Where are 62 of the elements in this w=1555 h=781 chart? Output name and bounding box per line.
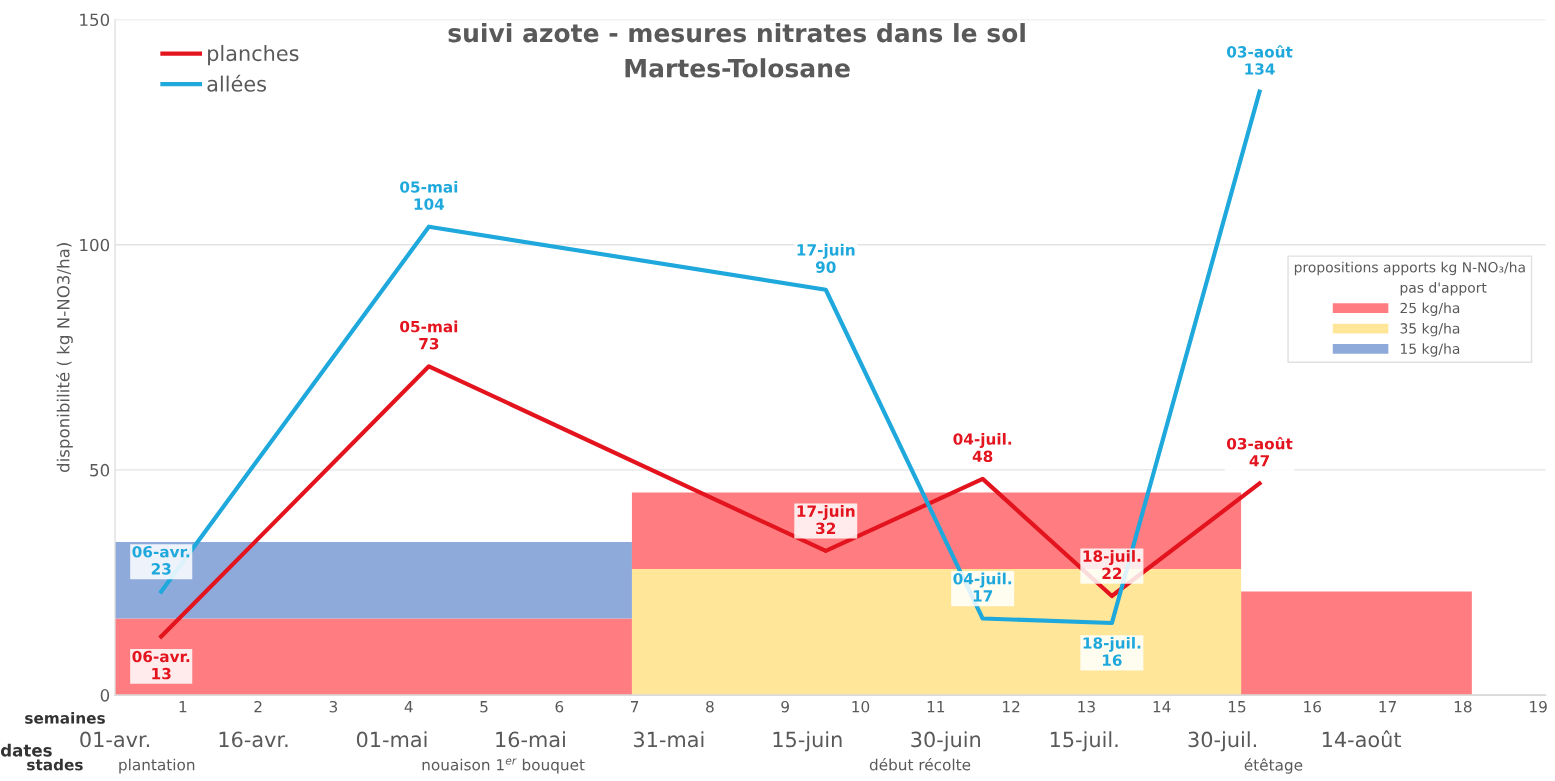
text: plantation: [119, 758, 195, 774]
x-axis-title: dates: [0, 743, 52, 757]
text: nouaison 1$^{er}$ bouquet: [422, 758, 585, 774]
data-label: 18-juil. 16: [1083, 636, 1141, 666]
x2-tick-label: 9: [781, 700, 789, 713]
data-label: 04-juil. 17: [953, 572, 1012, 602]
x2-tick-label: 14: [1153, 701, 1171, 713]
chart-title: suivi azote - mesures nitrates dans le sol: [448, 23, 1025, 43]
legend-title: propositions apports kg N-NO₃/ha: [1294, 261, 1525, 276]
data-label: 17-juin 90: [797, 243, 855, 273]
y-tick-label: 0: [100, 689, 110, 702]
x2-tick-label: 3: [329, 700, 338, 713]
x-tick-label: 15-juin: [773, 731, 842, 752]
x2-tick-label: 11: [927, 701, 945, 713]
legend-label: 35 kg/ha: [1400, 322, 1460, 337]
x-tick-label: 01-mai: [356, 731, 427, 748]
x-tick-label: 31-mai: [634, 731, 704, 748]
x2-tick-label: 17: [1379, 701, 1396, 713]
x2-tick-label: 18: [1454, 700, 1472, 713]
y-axis-title: disponibilité ( kg N-NO3/ha): [56, 243, 73, 473]
x2-tick-label: 4: [404, 701, 413, 713]
x2-tick-label: 13: [1078, 700, 1095, 713]
x2-tick-label: 2: [254, 700, 262, 713]
x2-tick-label: 12: [1003, 700, 1020, 713]
x2-tick-label: 8: [706, 700, 714, 713]
x-tick-label: 30-juin: [911, 731, 980, 752]
x-tick-label: 01-avr.: [80, 731, 150, 748]
x2-tick-label: 6: [555, 700, 564, 713]
x2-tick-label: 7: [631, 701, 639, 713]
data-label: 17-juin 32: [797, 505, 855, 535]
x2-tick-label: 5: [480, 701, 488, 713]
text: début récolte: [869, 758, 971, 771]
legend-label: allées: [207, 74, 266, 92]
x2-tick-label: 1: [179, 701, 187, 713]
legend-label: planches: [208, 45, 299, 66]
data-label: 06-avr. 23: [132, 545, 190, 575]
text: étêtage: [1244, 758, 1303, 774]
data-label: 05-mai 73: [400, 320, 458, 350]
data-label: 06-avr. 13: [132, 650, 190, 680]
data-label: 03-août 47: [1226, 437, 1293, 467]
text: stades: [27, 758, 83, 771]
data-label: 18-juil. 22: [1083, 550, 1141, 579]
x2-tick-label: 15: [1228, 701, 1246, 713]
data-label: 03-août 134: [1226, 45, 1293, 75]
x2-tick-label: 16: [1304, 700, 1322, 713]
y-tick-label: 100: [80, 238, 110, 252]
x-tick-label: 16-mai: [496, 731, 565, 748]
data-label: 04-juil. 48: [953, 433, 1012, 463]
x-tick-label: 30-juil.: [1188, 731, 1256, 752]
legend-label: 25 kg/ha: [1400, 302, 1460, 316]
y-tick-label: 50: [90, 463, 110, 477]
data-label: 05-mai 104: [400, 180, 458, 210]
y-tick-label: 150: [80, 13, 110, 27]
x2-tick-label: 10: [852, 700, 870, 713]
x2-axis-title: semaines: [25, 711, 105, 724]
annotation: pas d'apport: [1400, 282, 1487, 296]
text: Martes-Tolosane: [625, 58, 850, 78]
x-tick-label: 16-avr.: [219, 731, 288, 748]
x-tick-label: 15-juil.: [1050, 731, 1118, 752]
x-tick-label: 14-août: [1322, 730, 1402, 748]
legend-label: 15 kg/ha: [1400, 343, 1460, 357]
x2-tick-label: 19: [1530, 700, 1547, 713]
